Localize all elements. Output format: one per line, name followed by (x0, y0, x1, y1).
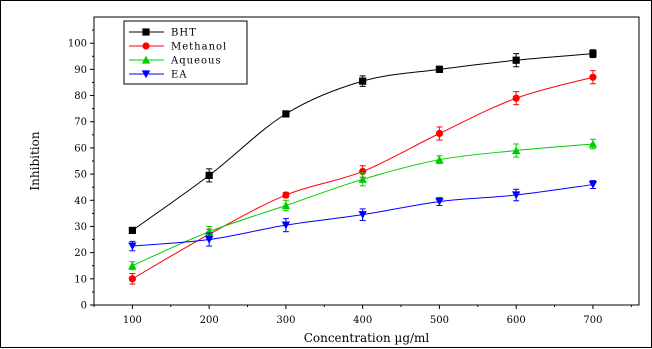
data-point (128, 226, 136, 234)
data-point (282, 110, 290, 118)
data-point (128, 242, 137, 251)
legend: BHT Methanol Aqueous EA (123, 20, 248, 85)
legend-marker (142, 28, 150, 36)
data-point (435, 155, 444, 164)
legend-marker (141, 70, 151, 79)
data-point (435, 129, 444, 138)
y-tick-label: 50 (74, 170, 87, 181)
tick-marks: 100 200 300 400 500 600 700 0 10 20 30 40 50 60 70 80 90… (68, 29, 632, 326)
data-point (512, 56, 520, 64)
y-tick-label: 70 (74, 117, 87, 128)
legend-marker (141, 55, 151, 64)
legend-marker (142, 42, 150, 50)
legend-label: EA (171, 70, 188, 81)
data-point (359, 77, 367, 85)
x-tick-label: 700 (583, 315, 602, 326)
data-point (204, 235, 214, 244)
x-tick-label: 400 (353, 315, 372, 326)
y-tick-label: 40 (74, 196, 87, 207)
series-group (128, 49, 598, 285)
legend-item-methanol: Methanol (129, 42, 227, 53)
y-tick-label: 60 (74, 143, 87, 154)
x-tick-label: 300 (276, 315, 295, 326)
legend-item-bht: BHT (129, 28, 197, 39)
y-tick-label: 0 (81, 301, 87, 312)
data-point (128, 275, 136, 283)
x-axis-label: Concentration µg/ml (304, 331, 430, 345)
y-tick-label: 80 (74, 91, 87, 102)
y-tick-label: 30 (74, 222, 87, 233)
series-bht (128, 49, 597, 234)
x-tick-label: 600 (507, 315, 526, 326)
data-point (128, 261, 137, 270)
data-point (589, 73, 597, 81)
y-tick-label: 20 (74, 248, 87, 259)
data-point (512, 94, 520, 102)
legend-label: Methanol (171, 42, 227, 53)
data-point (282, 191, 290, 199)
data-point (281, 201, 291, 210)
data-point (281, 221, 291, 230)
data-point (511, 146, 521, 155)
y-tick-label: 90 (74, 65, 87, 76)
data-point (588, 180, 598, 189)
data-point (588, 139, 598, 148)
series-aqueous (128, 138, 598, 271)
legend-item-aqueous: Aqueous (129, 55, 222, 67)
data-point (511, 191, 521, 200)
x-tick-label: 200 (200, 315, 219, 326)
data-point (435, 197, 444, 206)
data-point (358, 175, 367, 183)
data-point (358, 211, 367, 219)
data-point (205, 171, 213, 179)
legend-label: Aqueous (170, 56, 222, 67)
series-line (132, 143, 593, 267)
series-ea (128, 180, 598, 252)
legend-item-ea: EA (129, 70, 188, 81)
x-tick-label: 100 (123, 315, 142, 326)
data-point (589, 50, 597, 58)
y-tick-label: 10 (74, 274, 87, 285)
legend-label: BHT (171, 28, 197, 39)
y-axis-label: Inhibition (28, 131, 42, 190)
y-tick-label: 100 (68, 39, 87, 50)
x-tick-label: 500 (430, 315, 449, 326)
data-point (435, 65, 444, 73)
